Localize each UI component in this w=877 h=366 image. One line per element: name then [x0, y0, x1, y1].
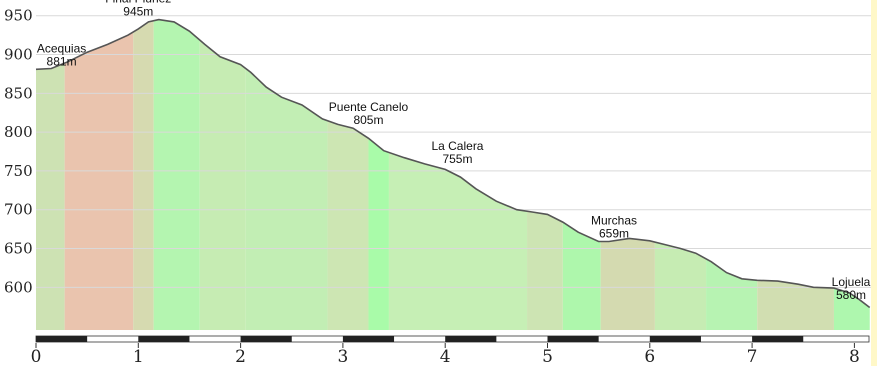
- x-tick-label: 0: [31, 347, 42, 366]
- slope-band: [368, 138, 389, 330]
- waypoint-name: Final Plúnez: [105, 0, 171, 6]
- y-tick-label: 800: [4, 123, 33, 141]
- waypoint-elevation: 945m: [123, 5, 153, 19]
- waypoint-name: La Calera: [431, 139, 483, 153]
- scale-bar-segment: [752, 336, 804, 342]
- waypoint-name: Murchas: [591, 214, 637, 228]
- slope-band: [706, 258, 758, 330]
- scale-bar-segment: [240, 336, 292, 342]
- slope-band: [36, 63, 65, 331]
- slope-band: [327, 120, 369, 330]
- scale-bar-segment: [36, 336, 88, 342]
- slope-band: [388, 152, 528, 330]
- y-tick-label: 650: [4, 240, 33, 258]
- y-tick-labels: 950 900 850 800 750 700 650 600: [4, 7, 33, 297]
- slope-band: [654, 242, 707, 330]
- slope-band: [833, 288, 870, 330]
- slope-band: [527, 211, 563, 330]
- x-tick-label: 2: [235, 347, 246, 366]
- slope-band: [153, 19, 200, 330]
- y-tick-label: 950: [4, 7, 33, 25]
- slope-band: [199, 40, 246, 330]
- waypoint-elevation: 580m: [836, 288, 866, 302]
- y-tick-label: 900: [4, 46, 33, 64]
- waypoint-elevation: 881m: [47, 54, 77, 68]
- slope-bands: [36, 19, 870, 331]
- scale-bar-segment: [445, 336, 497, 342]
- y-tick-label: 850: [4, 84, 33, 102]
- slope-band: [64, 32, 134, 331]
- scale-bar-segment: [138, 336, 190, 342]
- y-tick-label: 600: [4, 278, 33, 296]
- slope-band: [600, 238, 655, 330]
- scale-bar-segment: [649, 336, 701, 342]
- x-tick-label: 3: [337, 347, 348, 366]
- scale-bar-segment: [547, 336, 599, 342]
- distance-scale-bar: [35, 335, 870, 343]
- profile-line: [35, 18, 871, 309]
- gridlines: [36, 15, 871, 288]
- x-tick-label: 8: [849, 347, 860, 366]
- x-tick-label: 1: [133, 347, 144, 366]
- x-tick-label: 6: [644, 347, 655, 366]
- waypoint-elevation: 659m: [599, 227, 629, 241]
- waypoint-elevation: 805m: [353, 113, 383, 127]
- x-tick-labels: 0 1 2 3 4 5 6 7 8: [31, 343, 860, 366]
- scale-bar-segment: [342, 336, 395, 342]
- x-tick-label: 7: [747, 347, 758, 366]
- slope-band: [133, 20, 154, 330]
- slope-band: [245, 68, 328, 330]
- waypoint-name: Acequias: [37, 41, 86, 55]
- x-tick-label: 4: [440, 347, 451, 366]
- x-tick-label: 5: [542, 347, 553, 366]
- right-strip: [871, 0, 877, 366]
- waypoint-name: Puente Canelo: [329, 100, 409, 114]
- slope-band: [562, 222, 601, 330]
- waypoint-elevation: 755m: [442, 152, 472, 166]
- y-tick-label: 750: [4, 162, 33, 180]
- y-tick-label: 700: [4, 201, 33, 219]
- waypoint-name: Lojuela: [832, 275, 871, 289]
- slope-band: [757, 280, 834, 330]
